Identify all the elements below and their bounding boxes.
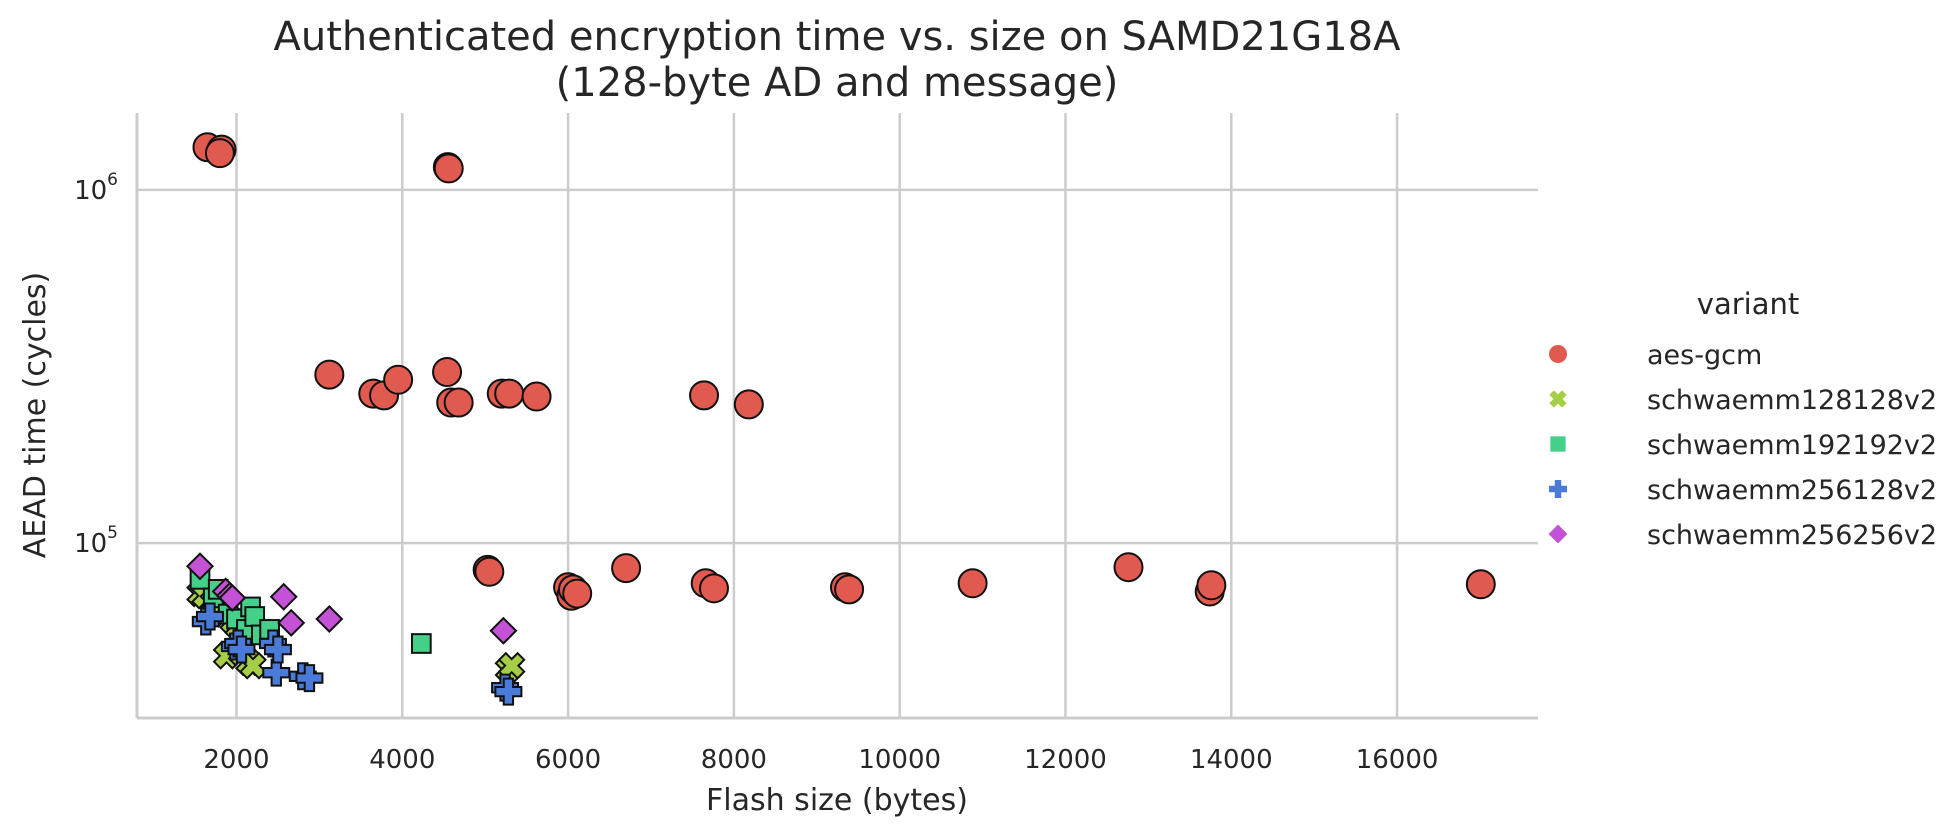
data-point: [269, 582, 298, 611]
legend-label: schwaemm256128v2: [1647, 475, 1937, 506]
data-point: [185, 552, 215, 581]
data-point: [410, 633, 432, 654]
x-tick-label: 14000: [1190, 745, 1273, 775]
data-point: [383, 364, 414, 395]
legend-label: schwaemm192192v2: [1647, 430, 1937, 461]
data-point: [521, 381, 552, 412]
chart-subtitle: (128-byte AD and message): [556, 60, 1119, 106]
data-point: [611, 553, 642, 584]
x-tick-label: 6000: [535, 745, 601, 775]
legend-label: aes-gcm: [1647, 340, 1762, 371]
data-point: [227, 635, 256, 664]
legend-items: aes-gcm schwaemm128128v2 schwaemm192192v2 s…: [1548, 340, 1937, 551]
data-points: [185, 132, 1496, 706]
legend-item-aes-gcm: aes-gcm: [1549, 340, 1762, 371]
legend-marker: [1549, 480, 1567, 498]
legend-marker: [1548, 524, 1568, 544]
data-point: [315, 604, 344, 634]
data-point: [957, 568, 988, 599]
data-point: [277, 608, 306, 637]
data-point: [433, 153, 464, 184]
legend-label: schwaemm256256v2: [1647, 520, 1937, 551]
data-point: [263, 635, 292, 664]
data-point: [1465, 569, 1496, 600]
series-schwaemm256256v2: [185, 552, 518, 645]
data-point: [562, 578, 593, 609]
y-tick-exponent: 5: [107, 523, 118, 543]
data-point: [195, 602, 224, 631]
legend-item-schwaemm192192v2: schwaemm192192v2: [1550, 430, 1937, 461]
y-tick-exponent: 6: [107, 170, 118, 190]
data-point: [1113, 552, 1144, 583]
legend-title: variant: [1697, 287, 1799, 321]
series-schwaemm256128v2: [191, 602, 523, 706]
y-tick-label: 105: [74, 523, 118, 559]
legend-marker: [1550, 436, 1566, 452]
grid-layer: [137, 113, 1538, 718]
x-tick-labels: 2000 4000 6000 8000 10000 12000 14000 16000: [203, 745, 1438, 775]
data-point: [204, 138, 235, 169]
data-point: [489, 616, 518, 645]
x-tick-label: 4000: [369, 745, 435, 775]
axes-layer: [135, 113, 1538, 720]
x-tick-label: 16000: [1356, 745, 1439, 775]
data-point: [494, 677, 523, 706]
x-tick-label: 12000: [1024, 745, 1107, 775]
legend-item-schwaemm256128v2: schwaemm256128v2: [1549, 475, 1937, 506]
data-point: [443, 387, 474, 418]
chart-title: Authenticated encryption time vs. size o…: [273, 14, 1401, 60]
legend-label: schwaemm128128v2: [1647, 385, 1937, 416]
data-point: [733, 389, 764, 420]
y-tick-base: 10: [74, 529, 107, 559]
x-tick-label: 8000: [701, 745, 767, 775]
series-aes-gcm: [192, 132, 1496, 611]
data-point: [295, 664, 324, 693]
legend-marker: [1549, 390, 1567, 408]
y-tick-base: 10: [74, 176, 107, 206]
legend-marker: [1549, 345, 1567, 363]
legend: variant aes-gcm schwaemm128128v2 schwaemm1…: [1548, 287, 1937, 551]
data-point: [314, 359, 345, 390]
legend-item-schwaemm128128v2: schwaemm128128v2: [1549, 385, 1937, 416]
data-point: [432, 357, 463, 388]
x-tick-label: 10000: [858, 745, 941, 775]
data-point: [1196, 570, 1227, 601]
data-point: [689, 380, 720, 411]
data-point: [218, 583, 247, 612]
x-axis-label: Flash size (bytes): [706, 783, 968, 818]
legend-item-schwaemm256256v2: schwaemm256256v2: [1548, 520, 1937, 551]
y-axis-label: AEAD time (cycles): [18, 272, 53, 559]
data-point: [494, 378, 525, 409]
y-tick-label: 106: [74, 170, 118, 206]
data-point: [262, 658, 291, 687]
data-point: [834, 574, 865, 605]
x-tick-label: 2000: [203, 745, 269, 775]
data-point: [698, 573, 729, 604]
data-point: [474, 556, 505, 587]
